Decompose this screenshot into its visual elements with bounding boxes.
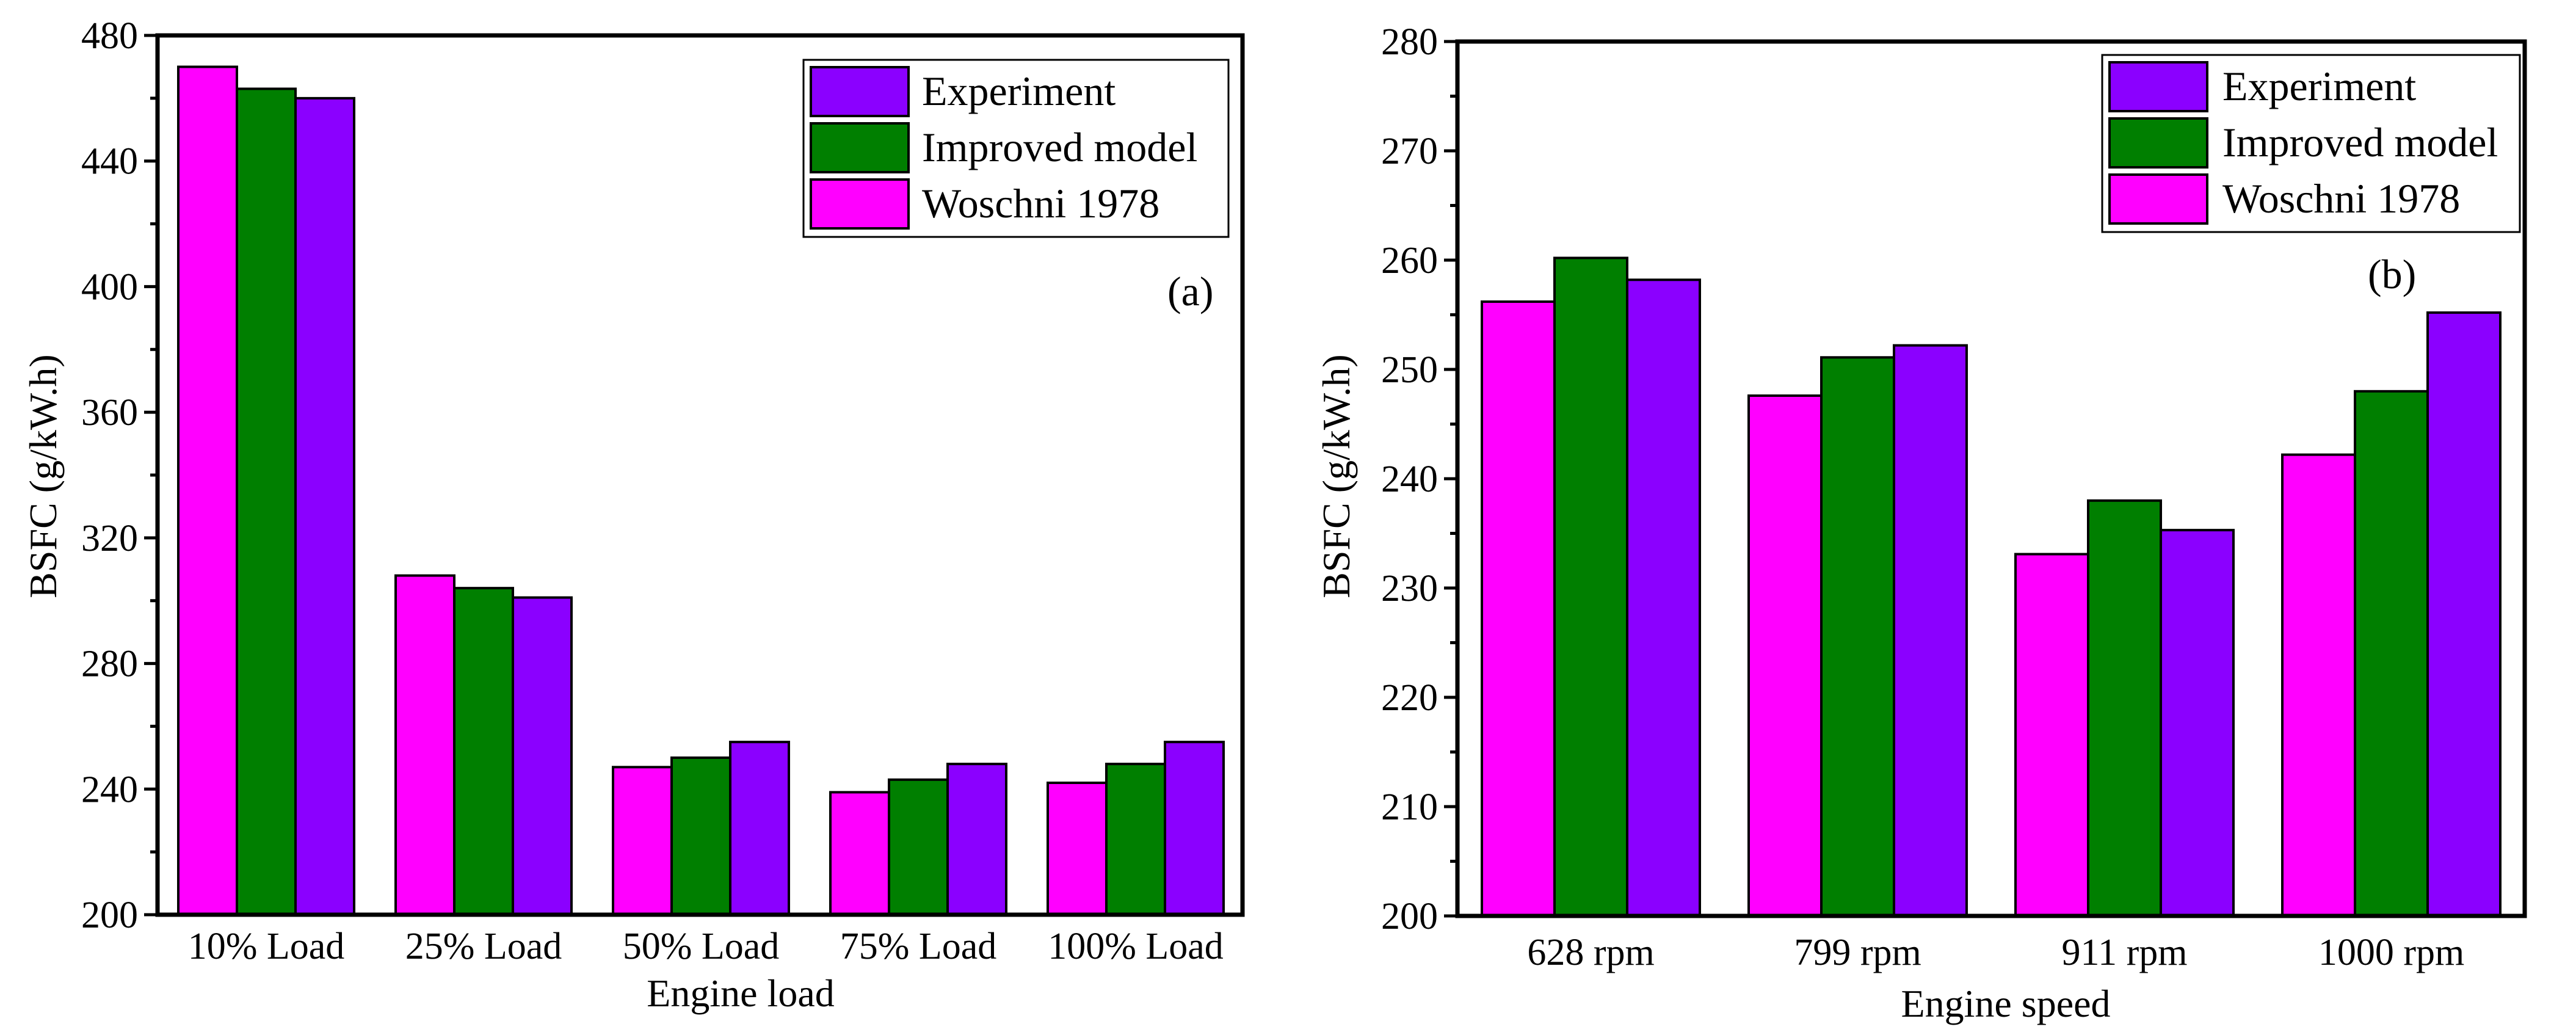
panel-b-legend-label-woschni: Woschni 1978 — [2222, 175, 2460, 222]
y-tick-label: 270 — [1381, 131, 1438, 172]
bar-experiment-911-rpm — [2160, 529, 2235, 917]
y-tick-label: 260 — [1381, 240, 1438, 281]
panel-b-legend: Experiment Improved model Woschni 1978 — [2101, 54, 2521, 233]
bar-woschni-1978-911-rpm — [2014, 553, 2089, 917]
bar-experiment-100-load — [1164, 741, 1225, 916]
bar-woschni-1978-50-load — [612, 766, 673, 917]
x-tick-label: 911 rpm — [2061, 932, 2187, 973]
x-tick-label: 75% Load — [840, 926, 997, 967]
panel-a-chart: 200 240 280 320 360 400 440 480 10% Load 25% Loa… — [21, 15, 1245, 1015]
bar-experiment-25-load — [512, 596, 573, 916]
panel-b-legend-swatch-experiment — [2108, 61, 2208, 112]
panel-a-legend: Experiment Improved model Woschni 1978 — [802, 59, 1230, 238]
panel-a-bars — [177, 65, 1225, 917]
panel-a-y-axis-title: BSFC (g/kW.h) — [21, 354, 65, 598]
y-tick-label: 320 — [81, 518, 138, 559]
bar-experiment-10-load — [294, 96, 355, 916]
y-tick-label: 280 — [81, 644, 138, 685]
x-tick-label: 10% Load — [188, 926, 345, 967]
panel-a-y-ticks: 200 240 280 320 360 400 440 480 — [81, 15, 158, 936]
panel-a-x-axis-title: Engine load — [647, 971, 834, 1015]
panel-a-legend-swatch-experiment — [810, 66, 910, 117]
bar-woschni-1978-1000-rpm — [2281, 453, 2356, 917]
bar-experiment-628-rpm — [1626, 278, 1701, 918]
bar-woschni-1978-25-load — [394, 574, 455, 916]
panel-a-legend-label-improved-model: Improved model — [922, 124, 1197, 170]
x-tick-label: 50% Load — [623, 926, 780, 967]
panel-a-panel-label: (a) — [1167, 268, 1213, 314]
y-tick-label: 200 — [1381, 896, 1438, 937]
panel-b-legend-swatch-woschni — [2108, 173, 2208, 225]
panel-b-legend-label-improved-model: Improved model — [2222, 119, 2498, 165]
bar-experiment-799-rpm — [1893, 344, 1968, 917]
x-tick-label: 799 rpm — [1794, 932, 1921, 973]
x-tick-label: 1000 rpm — [2318, 932, 2464, 973]
panel-a-x-tick-labels: 10% Load 25% Load 50% Load 75% Load 100% Loa… — [188, 926, 1224, 967]
panel-b-chart: 200 210 220 230 240 250 260 270 280 628 rpm 799 r… — [1315, 21, 2527, 1025]
y-tick-label: 360 — [81, 392, 138, 434]
x-tick-label: 100% Load — [1048, 926, 1224, 967]
y-tick-label: 440 — [81, 141, 138, 183]
bar-experiment-1000-rpm — [2426, 311, 2502, 918]
bar-woschni-1978-799-rpm — [1747, 394, 1823, 917]
x-tick-label: 628 rpm — [1527, 932, 1654, 973]
bar-woschni-1978-10-load — [177, 65, 238, 916]
bar-experiment-50-load — [729, 741, 790, 916]
bar-improved-model-10-load — [236, 87, 297, 916]
panel-b-x-axis-title: Engine speed — [1901, 982, 2111, 1025]
bar-improved-model-25-load — [453, 587, 514, 916]
y-tick-label: 480 — [81, 15, 138, 57]
panel-a-legend-swatch-improved-model — [810, 122, 910, 173]
bar-improved-model-50-load — [670, 756, 731, 917]
y-tick-label: 210 — [1381, 786, 1438, 828]
panel-a-legend-swatch-woschni — [810, 178, 910, 230]
bar-improved-model-799-rpm — [1820, 356, 1895, 917]
x-tick-label: 25% Load — [405, 926, 562, 967]
panel-b-bars — [1481, 256, 2502, 918]
bar-woschni-1978-75-load — [829, 791, 890, 917]
bar-woschni-1978-628-rpm — [1481, 300, 1556, 917]
y-tick-label: 240 — [81, 769, 138, 810]
y-tick-label: 240 — [1381, 459, 1438, 500]
y-tick-label: 280 — [1381, 21, 1438, 63]
panel-a-legend-label-woschni: Woschni 1978 — [922, 180, 1159, 227]
bar-experiment-75-load — [946, 763, 1007, 916]
panel-b-y-ticks: 200 210 220 230 240 250 260 270 280 — [1381, 21, 1457, 937]
bar-improved-model-1000-rpm — [2354, 390, 2429, 917]
bar-improved-model-628-rpm — [1553, 256, 1628, 917]
bar-woschni-1978-100-load — [1047, 782, 1108, 916]
bar-improved-model-100-load — [1105, 763, 1166, 916]
panel-b-legend-label-experiment: Experiment — [2222, 63, 2416, 109]
bar-improved-model-75-load — [888, 778, 949, 917]
y-tick-label: 220 — [1381, 677, 1438, 719]
panel-a-legend-label-experiment: Experiment — [922, 68, 1116, 114]
y-tick-label: 250 — [1381, 349, 1438, 391]
panel-b-legend-swatch-improved-model — [2108, 117, 2208, 169]
y-tick-label: 230 — [1381, 568, 1438, 609]
y-tick-label: 400 — [81, 266, 138, 308]
y-tick-label: 200 — [81, 895, 138, 936]
panel-b-y-axis-title: BSFC (g/kW.h) — [1315, 354, 1358, 598]
panel-b-x-tick-labels: 628 rpm 799 rpm 911 rpm 1000 rpm — [1527, 932, 2464, 973]
panel-b-panel-label: (b) — [2368, 251, 2416, 297]
bar-improved-model-911-rpm — [2087, 499, 2162, 917]
